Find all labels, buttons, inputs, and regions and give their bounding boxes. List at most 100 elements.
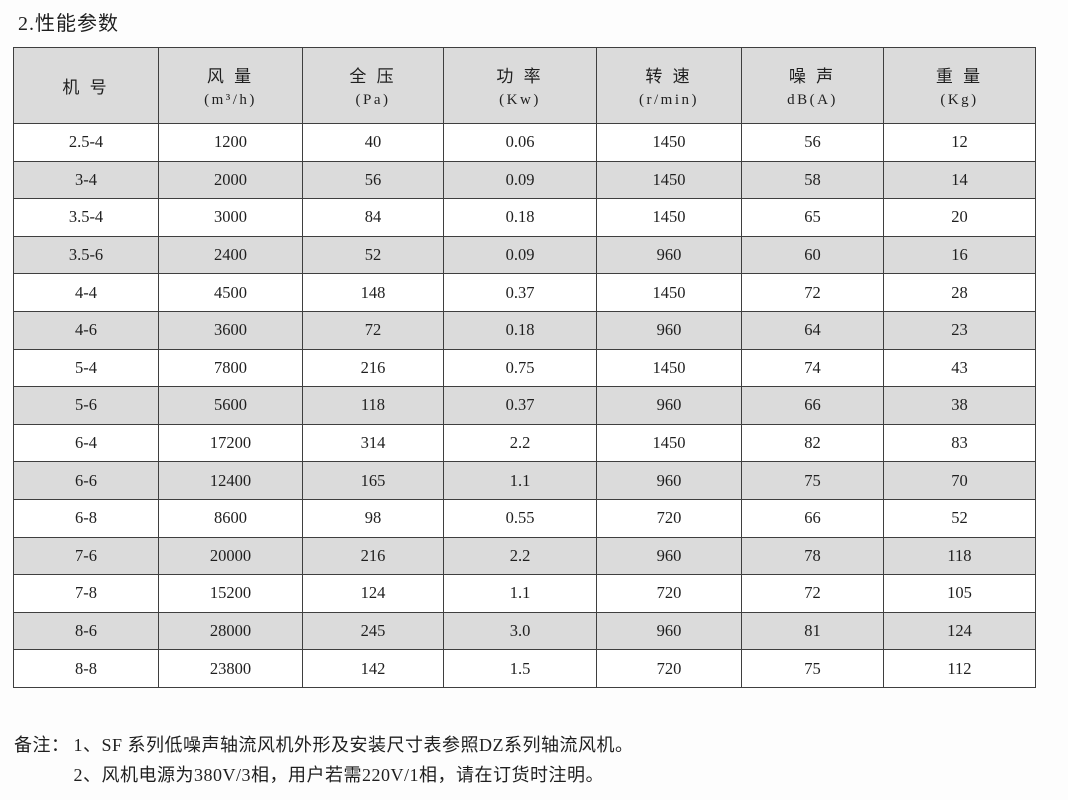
table-cell: 4500 [158,273,303,312]
column-header-label: 功 率 [496,67,544,86]
table-row: 7-6 20000 216 2.2 960 78 118 [13,536,1036,576]
table-cell: 1200 [158,123,303,162]
table-cell: 3.5-4 [13,198,159,237]
table-cell: 720 [596,574,742,613]
table-cell: 1450 [596,273,742,312]
table-header-row: 机 号 风 量 (m³/h) 全 压 (Pa) 功 率 (Kw) 转 速 (r/… [13,47,1036,124]
table-cell: 72 [741,273,884,312]
table-cell: 20000 [158,536,303,576]
table-cell: 2.2 [443,536,597,576]
table-cell: 0.37 [443,386,597,425]
table-cell: 60 [741,235,884,275]
table-cell: 105 [883,574,1036,613]
table-cell: 98 [302,498,444,538]
table-cell: 0.09 [443,160,597,200]
table-cell: 2.2 [443,423,597,463]
table-cell: 23800 [158,649,303,688]
table-row: 4-6 3600 72 0.18 960 64 23 [13,310,1036,350]
table-cell: 82 [741,423,884,463]
table-row: 8-6 28000 245 3.0 960 81 124 [13,611,1036,651]
table-cell: 118 [883,536,1036,576]
table-cell: 1450 [596,423,742,463]
table-row: 4-4 4500 148 0.37 1450 72 28 [13,273,1036,312]
table-row: 5-4 7800 216 0.75 1450 74 43 [13,348,1036,388]
table-cell: 1450 [596,160,742,200]
table-cell: 20 [883,198,1036,237]
table-cell: 720 [596,649,742,688]
table-cell: 960 [596,461,742,500]
column-header-model: 机 号 [13,47,159,124]
table-cell: 17200 [158,423,303,463]
table-cell: 216 [302,348,444,388]
table-cell: 4-4 [13,273,159,312]
table-cell: 0.75 [443,348,597,388]
table-cell: 960 [596,536,742,576]
table-cell: 5-6 [13,386,159,425]
table-cell: 72 [741,574,884,613]
table-row: 5-6 5600 118 0.37 960 66 38 [13,386,1036,425]
table-cell: 15200 [158,574,303,613]
table-cell: 74 [741,348,884,388]
table-cell: 960 [596,310,742,350]
table-cell: 16 [883,235,1036,275]
column-header-airflow: 风 量 (m³/h) [158,47,303,124]
note-line: 2、风机电源为380V/3相，用户若需220V/1相，请在订货时注明。 [73,765,604,785]
table-row: 6-8 8600 98 0.55 720 66 52 [13,498,1036,538]
table-cell: 3.0 [443,611,597,651]
column-header-noise: 噪 声 dB(A) [741,47,884,124]
table-cell: 124 [302,574,444,613]
table-cell: 1.1 [443,574,597,613]
table-cell: 2400 [158,235,303,275]
table-cell: 0.18 [443,198,597,237]
column-header-speed: 转 速 (r/min) [596,47,742,124]
table-row: 6-6 12400 165 1.1 960 75 70 [13,461,1036,500]
table-cell: 23 [883,310,1036,350]
column-header-unit: (Kg) [940,92,979,108]
table-cell: 52 [883,498,1036,538]
table-cell: 12400 [158,461,303,500]
table-cell: 40 [302,123,444,162]
table-cell: 245 [302,611,444,651]
table-cell: 7800 [158,348,303,388]
table-cell: 142 [302,649,444,688]
table-cell: 84 [302,198,444,237]
table-cell: 28 [883,273,1036,312]
table-cell: 1450 [596,348,742,388]
table-body: 2.5-4 1200 40 0.06 1450 56 12 3-4 2000 56 0.09 1450… [13,123,1036,688]
column-header-unit: (Kw) [499,92,541,108]
table-cell: 0.37 [443,273,597,312]
table-row: 3-4 2000 56 0.09 1450 58 14 [13,160,1036,200]
table-row: 8-8 23800 142 1.5 720 75 112 [13,649,1036,688]
table-cell: 6-4 [13,423,159,463]
table-cell: 3-4 [13,160,159,200]
table-cell: 8600 [158,498,303,538]
table-cell: 1450 [596,198,742,237]
table-cell: 64 [741,310,884,350]
table-cell: 43 [883,348,1036,388]
table-row: 3.5-4 3000 84 0.18 1450 65 20 [13,198,1036,237]
table-cell: 28000 [158,611,303,651]
table-cell: 2000 [158,160,303,200]
table-cell: 1.5 [443,649,597,688]
table-cell: 7-8 [13,574,159,613]
table-row: 7-8 15200 124 1.1 720 72 105 [13,574,1036,613]
column-header-unit: (m³/h) [204,92,257,108]
table-cell: 314 [302,423,444,463]
notes: 备注： 1、SF 系列低噪声轴流风机外形及安装尺寸表参照DZ系列轴流风机。 2、风… [14,730,634,790]
table-cell: 78 [741,536,884,576]
table-cell: 38 [883,386,1036,425]
table-cell: 720 [596,498,742,538]
column-header-pressure: 全 压 (Pa) [302,47,444,124]
table-cell: 0.55 [443,498,597,538]
column-header-unit: dB(A) [787,92,838,108]
table-cell: 8-6 [13,611,159,651]
table-cell: 4-6 [13,310,159,350]
column-header-power: 功 率 (Kw) [443,47,597,124]
table-cell: 81 [741,611,884,651]
table-cell: 960 [596,386,742,425]
table-cell: 0.18 [443,310,597,350]
table-cell: 5-4 [13,348,159,388]
table-cell: 58 [741,160,884,200]
table-cell: 112 [883,649,1036,688]
